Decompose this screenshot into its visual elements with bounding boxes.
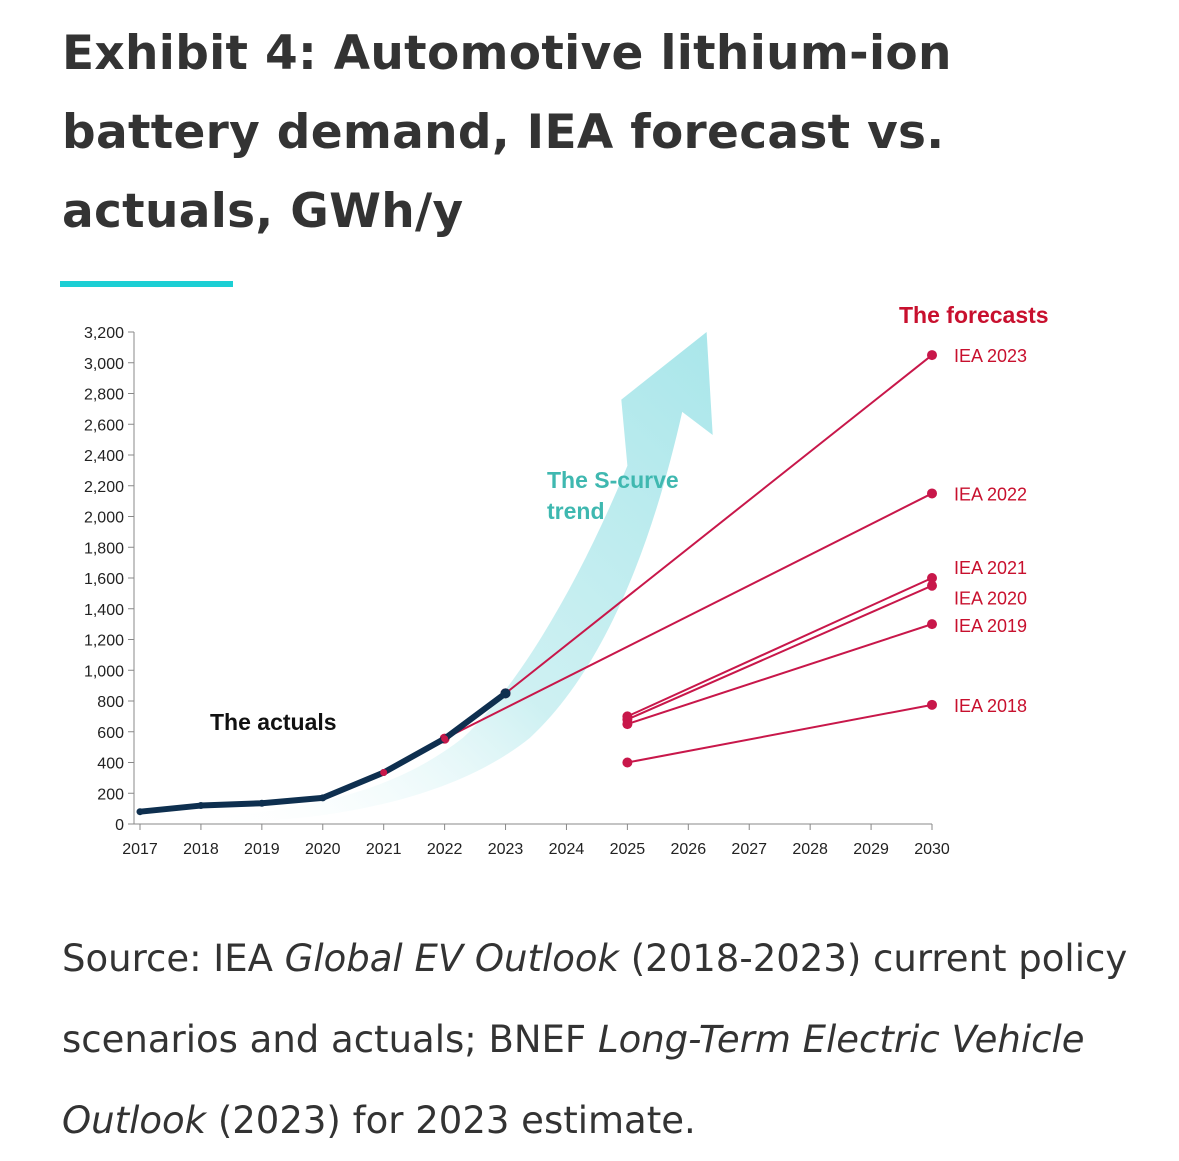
x-tick-label: 2026 (671, 841, 707, 858)
accent-bar (60, 281, 233, 287)
x-tick-label: 2017 (122, 841, 158, 858)
y-tick-label: 3,000 (84, 356, 124, 373)
forecast-point (622, 757, 633, 768)
forecast-point (927, 488, 937, 499)
source-note: Source: IEA Global EV Outlook (2018-2023… (62, 918, 1142, 1161)
series-label: IEA 2021 (954, 558, 1027, 578)
source-prefix: Source: IEA (62, 937, 285, 980)
y-tick-label: 2,000 (84, 510, 124, 527)
x-tick-label: 2022 (427, 841, 463, 858)
x-tick-label: 2018 (183, 841, 219, 858)
y-tick-label: 1,200 (84, 633, 124, 650)
x-tick-label: 2019 (244, 841, 280, 858)
x-tick-label: 2030 (914, 841, 950, 858)
actuals-label: The actuals (210, 709, 337, 735)
y-tick-label: 0 (115, 817, 124, 834)
x-tick-label: 2027 (731, 841, 767, 858)
x-tick-label: 2024 (549, 841, 585, 858)
actuals-point (197, 802, 205, 810)
y-tick-label: 400 (97, 756, 124, 773)
actuals-line (136, 688, 511, 816)
forecast-line (626, 584, 933, 721)
forecast-lines: IEA 2023 IEA 2022 IEA 2021 IEA 2020 IEA 2019… (439, 346, 1027, 768)
y-tick-label: 1,600 (84, 571, 124, 588)
s-curve-label-line2: trend (547, 498, 605, 524)
actuals-endpoint (500, 688, 511, 699)
series-label: IEA 2019 (954, 616, 1027, 636)
y-tick-label: 3,200 (84, 325, 124, 342)
axes: 0 200 400 600 800 1,000 1,200 1,400 1,600 1,800 2,… (84, 325, 950, 858)
actuals-point (258, 799, 266, 807)
forecast-point (927, 699, 937, 710)
series-label: IEA 2022 (954, 484, 1027, 504)
x-tick-label: 2023 (488, 841, 524, 858)
forecast-line (444, 492, 933, 740)
x-tick-label: 2025 (610, 841, 646, 858)
actuals-point (319, 794, 327, 802)
x-tick-label: 2020 (305, 841, 341, 858)
forecast-point (927, 350, 937, 361)
chart: 0 200 400 600 800 1,000 1,200 1,400 1,600 1,800 2,… (84, 302, 1049, 858)
y-tick-label: 800 (97, 694, 124, 711)
forecasts-header: The forecasts (899, 302, 1049, 328)
forecast-line (626, 577, 933, 718)
s-curve-label-line1: The S-curve (547, 467, 679, 493)
forecast-line (504, 354, 933, 695)
y-tick-label: 200 (97, 786, 124, 803)
y-tick-label: 2,200 (84, 479, 124, 496)
y-tick-label: 2,800 (84, 387, 124, 404)
y-tick-label: 2,400 (84, 448, 124, 465)
forecast-point (927, 580, 937, 591)
source-publication-2: Long-Term Electric Vehicle Outlook (62, 1018, 1085, 1142)
actuals-point (136, 808, 144, 816)
source-middle: (2018-2023) current policy scenarios and… (62, 937, 1128, 1061)
forecast-point (927, 573, 937, 583)
y-tick-label: 600 (97, 725, 124, 742)
y-tick-label: 1,000 (84, 663, 124, 680)
forecast-start-point (441, 735, 449, 743)
forecast-point (622, 719, 633, 730)
x-tick-label: 2028 (792, 841, 828, 858)
forecast-start-point (380, 768, 388, 776)
source-publication-1: Global EV Outlook (284, 937, 619, 980)
x-tick-label: 2021 (366, 841, 402, 858)
s-curve-arrow (194, 332, 713, 824)
y-tick-label: 1,400 (84, 602, 124, 619)
y-tick-label: 1,800 (84, 540, 124, 557)
forecast-line (627, 703, 933, 764)
s-curve-band (194, 332, 713, 824)
forecast-line (627, 623, 933, 726)
source-suffix: (2023) for 2023 estimate. (206, 1099, 696, 1142)
series-label: IEA 2018 (954, 696, 1027, 716)
series-label: IEA 2023 (954, 346, 1027, 366)
series-label: IEA 2020 (954, 589, 1027, 609)
annotations: The actuals The forecasts The S-curve tr… (210, 302, 1049, 735)
y-tick-label: 2,600 (84, 417, 124, 434)
forecast-point (927, 619, 937, 630)
chart-title: Exhibit 4: Automotive lithium-ion batter… (62, 26, 952, 239)
x-tick-label: 2029 (853, 841, 889, 858)
